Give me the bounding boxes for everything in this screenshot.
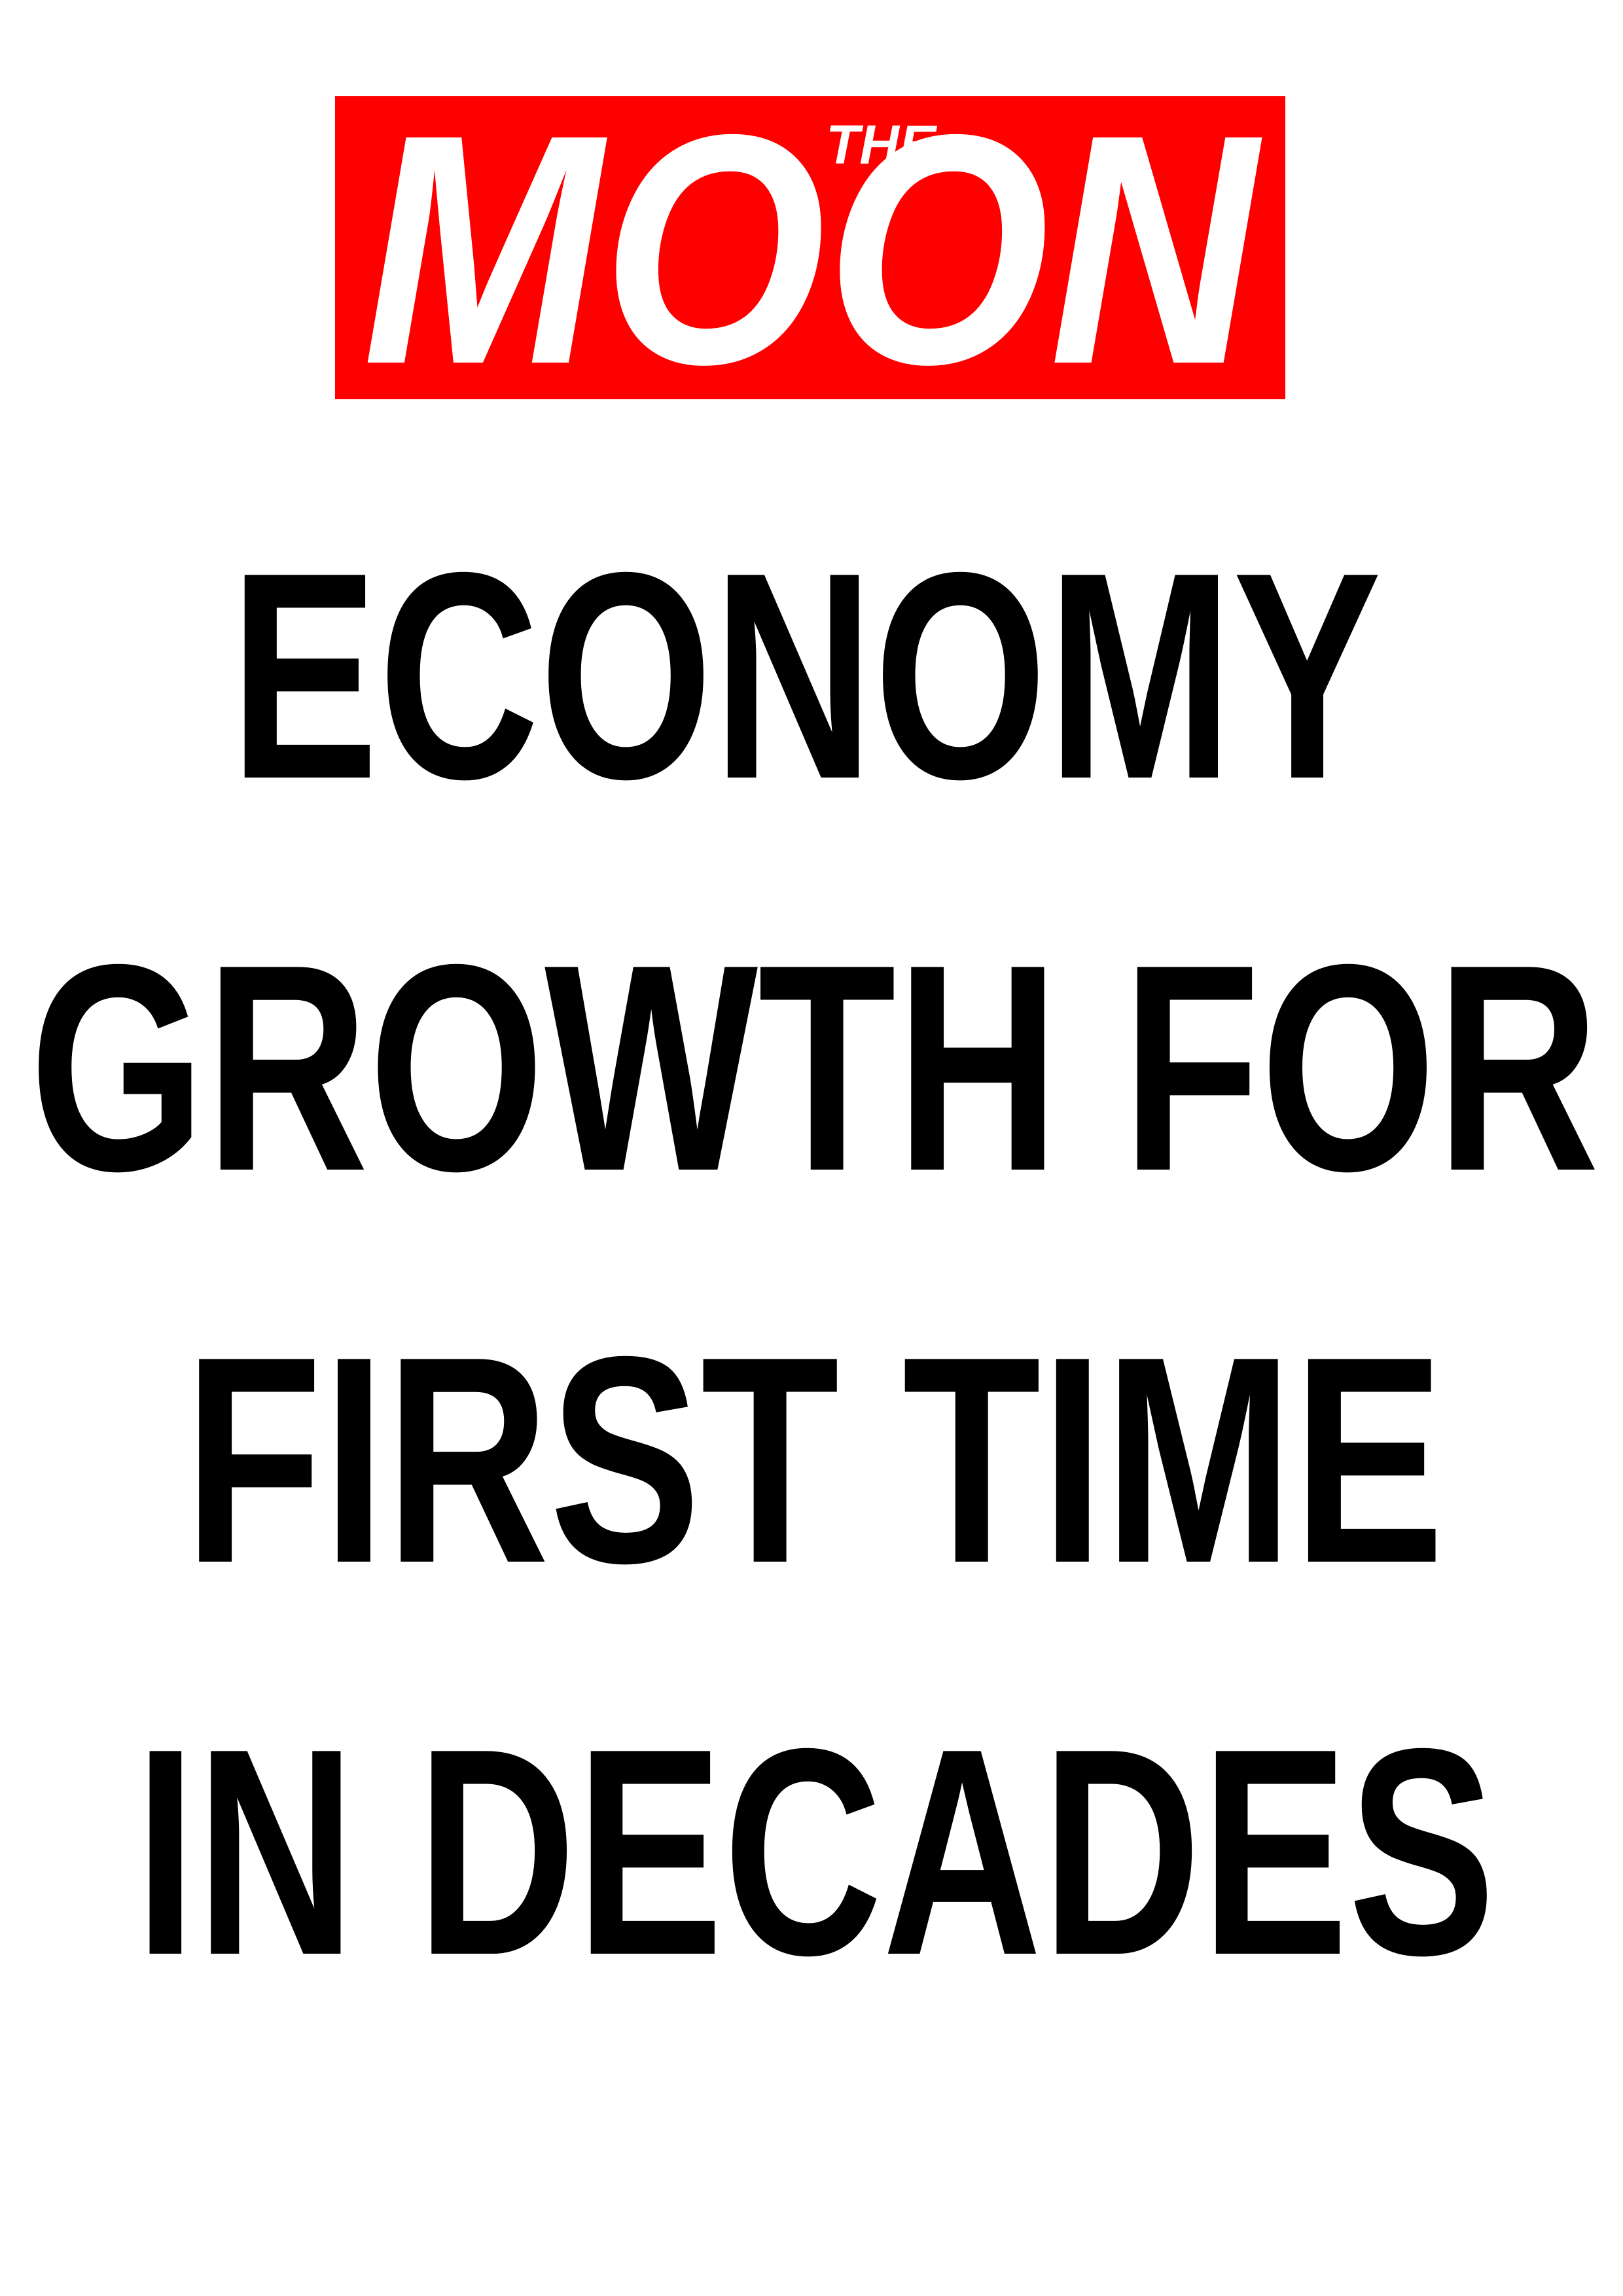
headline-line: ECONOMY [230,512,1382,840]
masthead-box [335,96,1285,399]
headline-line: FIRST TIME [184,1296,1444,1624]
masthead-name: MOON [363,66,1265,432]
masthead-the: THE [826,114,938,175]
headline-line: IN DECADES [135,1688,1495,2017]
headline-line: GROWTH FOR [29,904,1599,1232]
headline: ECONOMY GROWTH FOR FIRST TIME IN DECADES [29,512,1599,2017]
